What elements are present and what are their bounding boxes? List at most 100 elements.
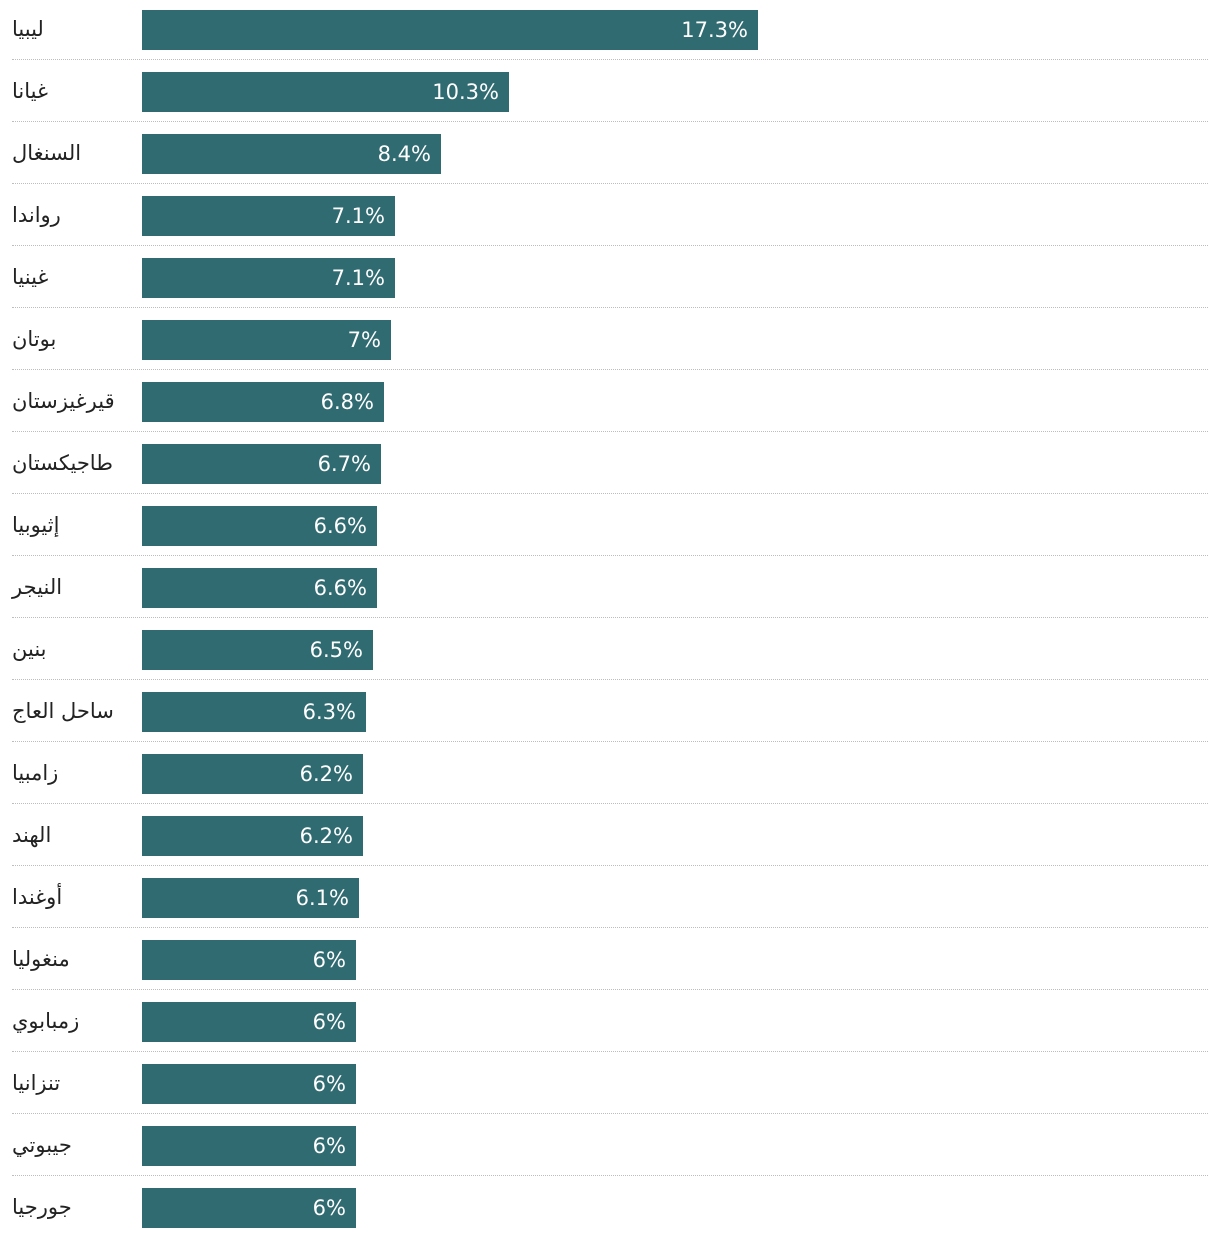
- bar: [142, 940, 356, 980]
- bar: [142, 1188, 356, 1228]
- row-divider: [12, 121, 1208, 122]
- value-label: 6.6%: [313, 576, 367, 600]
- category-label: الهند: [12, 823, 52, 847]
- category-label: غينيا: [12, 265, 49, 289]
- value-label: 6.1%: [295, 886, 349, 910]
- category-label: ليبيا: [12, 17, 44, 41]
- row-divider: [12, 183, 1208, 184]
- category-label: غيانا: [12, 79, 48, 103]
- value-label: 6.6%: [313, 514, 367, 538]
- value-label: 7%: [347, 328, 381, 352]
- category-label: جيبوتي: [12, 1133, 72, 1157]
- bar: [142, 196, 395, 236]
- chart-row: رواندا 7.1%: [0, 194, 1220, 256]
- chart-row: بوتان 7%: [0, 318, 1220, 380]
- value-label: 8.4%: [377, 142, 431, 166]
- category-label: إثيوبيا: [12, 513, 60, 537]
- value-label: 6%: [312, 1134, 346, 1158]
- chart-row: جورجيا 6%: [0, 1186, 1220, 1248]
- category-label: قيرغيزستان: [12, 389, 115, 413]
- chart-row: غيانا 10.3%: [0, 70, 1220, 132]
- row-divider: [12, 245, 1208, 246]
- bar: [142, 878, 359, 918]
- chart-row: طاجيكستان 6.7%: [0, 442, 1220, 504]
- bar: [142, 568, 377, 608]
- chart-row: زامبيا 6.2%: [0, 752, 1220, 814]
- bar: [142, 382, 384, 422]
- value-label: 10.3%: [432, 80, 499, 104]
- chart-row: زمبابوي 6%: [0, 1000, 1220, 1062]
- row-divider: [12, 369, 1208, 370]
- value-label: 6.2%: [299, 762, 353, 786]
- row-divider: [12, 1051, 1208, 1052]
- value-label: 6%: [312, 1010, 346, 1034]
- bar: [142, 630, 373, 670]
- value-label: 6%: [312, 948, 346, 972]
- row-divider: [12, 803, 1208, 804]
- value-label: 6.7%: [317, 452, 371, 476]
- row-divider: [12, 493, 1208, 494]
- value-label: 17.3%: [681, 18, 748, 42]
- chart-row: إثيوبيا 6.6%: [0, 504, 1220, 566]
- value-label: 6.5%: [309, 638, 363, 662]
- chart-row: النيجر 6.6%: [0, 566, 1220, 628]
- chart-row: منغوليا 6%: [0, 938, 1220, 1000]
- category-label: تنزانيا: [12, 1071, 61, 1095]
- chart-row: جيبوتي 6%: [0, 1124, 1220, 1186]
- category-label: جورجيا: [12, 1195, 72, 1219]
- value-label: 6.3%: [302, 700, 356, 724]
- bar: [142, 134, 441, 174]
- category-label: أوغندا: [12, 885, 63, 909]
- row-divider: [12, 59, 1208, 60]
- bar: [142, 1002, 356, 1042]
- bar: [142, 816, 363, 856]
- category-label: منغوليا: [12, 947, 70, 971]
- value-label: 6.2%: [299, 824, 353, 848]
- value-label: 6.8%: [320, 390, 374, 414]
- row-divider: [12, 741, 1208, 742]
- category-label: النيجر: [12, 575, 63, 599]
- category-label: طاجيكستان: [12, 451, 113, 475]
- category-label: بوتان: [12, 327, 57, 351]
- bar: [142, 258, 395, 298]
- chart-row: تنزانيا 6%: [0, 1062, 1220, 1124]
- row-divider: [12, 865, 1208, 866]
- bar: [142, 72, 509, 112]
- chart-row: قيرغيزستان 6.8%: [0, 380, 1220, 442]
- bar: [142, 444, 381, 484]
- chart-row: بنين 6.5%: [0, 628, 1220, 690]
- value-label: 7.1%: [331, 266, 385, 290]
- chart-row: ليبيا 17.3%: [0, 8, 1220, 70]
- value-label: 6%: [312, 1072, 346, 1096]
- value-label: 6%: [312, 1196, 346, 1220]
- row-divider: [12, 1175, 1208, 1176]
- row-divider: [12, 989, 1208, 990]
- bar: [142, 692, 366, 732]
- row-divider: [12, 1113, 1208, 1114]
- bar: [142, 1064, 356, 1104]
- chart-row: السنغال 8.4%: [0, 132, 1220, 194]
- row-divider: [12, 927, 1208, 928]
- row-divider: [12, 307, 1208, 308]
- category-label: زمبابوي: [12, 1009, 80, 1033]
- bar: [142, 320, 391, 360]
- value-label: 7.1%: [331, 204, 385, 228]
- chart-row: أوغندا 6.1%: [0, 876, 1220, 938]
- chart-row: غينيا 7.1%: [0, 256, 1220, 318]
- bar: [142, 10, 758, 50]
- bar: [142, 754, 363, 794]
- category-label: رواندا: [12, 203, 61, 227]
- bar: [142, 506, 377, 546]
- category-label: بنين: [12, 637, 47, 661]
- category-label: زامبيا: [12, 761, 59, 785]
- chart-row: ساحل العاج 6.3%: [0, 690, 1220, 752]
- row-divider: [12, 617, 1208, 618]
- row-divider: [12, 431, 1208, 432]
- row-divider: [12, 679, 1208, 680]
- row-divider: [12, 555, 1208, 556]
- category-label: ساحل العاج: [12, 699, 114, 723]
- chart-row: الهند 6.2%: [0, 814, 1220, 876]
- category-label: السنغال: [12, 141, 82, 165]
- bar: [142, 1126, 356, 1166]
